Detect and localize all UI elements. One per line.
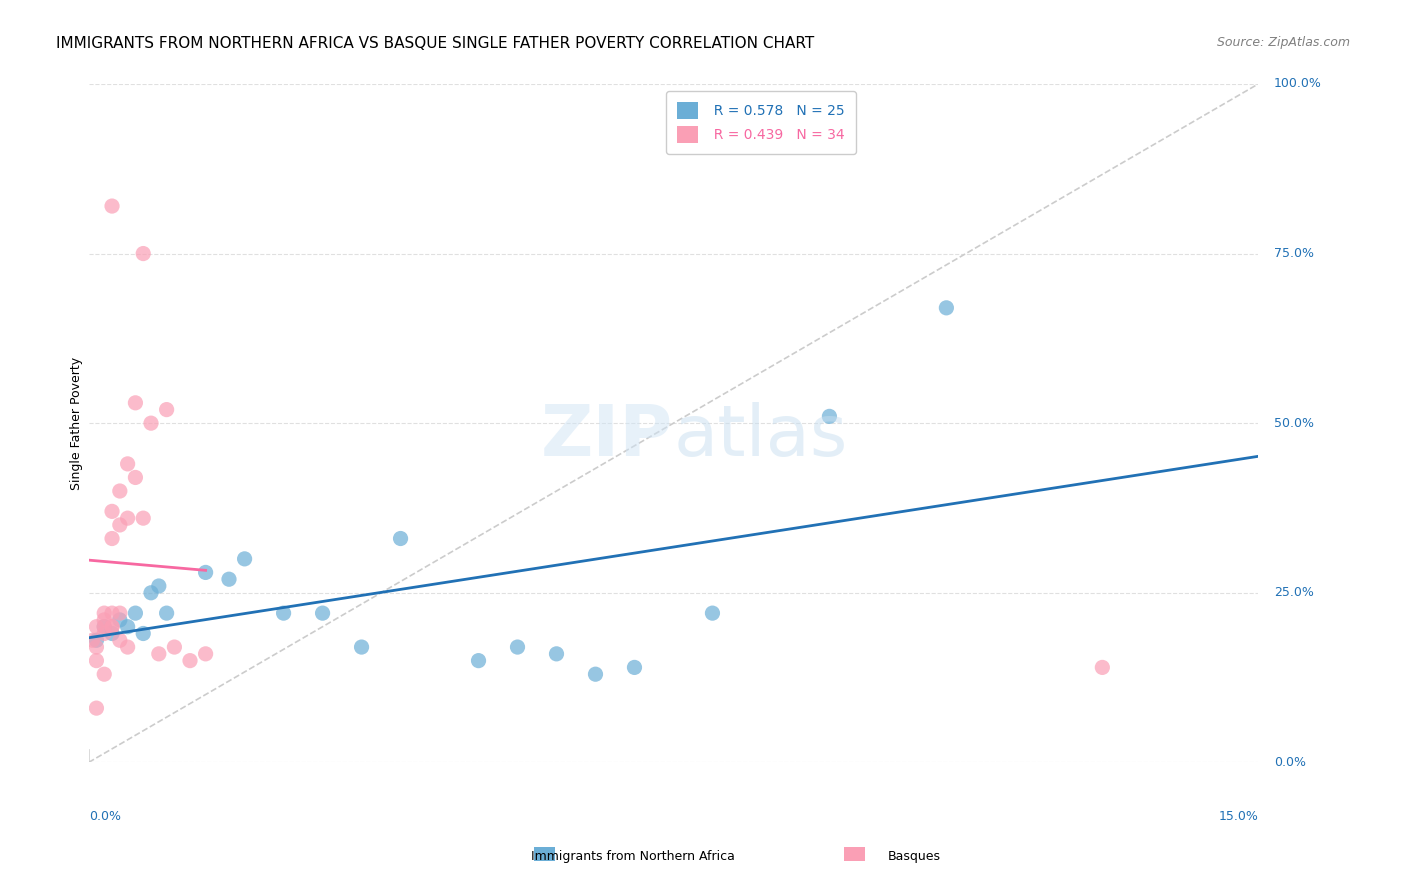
Text: 0.0%: 0.0% [89,810,121,823]
Point [585,667,607,681]
Point [273,606,295,620]
Point [117,620,139,634]
Text: 100.0%: 100.0% [1274,78,1322,90]
Text: atlas: atlas [673,402,848,471]
Point [93,620,115,634]
Point [101,606,124,620]
Point [124,396,146,410]
Point [108,613,131,627]
Text: Basques: Basques [887,850,941,863]
Text: ZIP: ZIP [541,402,673,471]
Point [101,199,124,213]
Point [124,606,146,620]
Point [233,552,256,566]
Point [132,246,155,260]
Point [93,620,115,634]
Text: 15.0%: 15.0% [1219,810,1258,823]
Point [117,640,139,654]
Point [163,640,186,654]
Point [623,660,645,674]
Point [139,586,162,600]
Point [117,511,139,525]
Point [93,613,115,627]
Point [139,416,162,430]
Point [156,402,179,417]
Point [93,626,115,640]
Point [117,457,139,471]
Point [506,640,529,654]
Point [218,572,240,586]
Point [86,640,108,654]
Point [148,579,170,593]
Text: 0.0%: 0.0% [1274,756,1306,769]
Text: 50.0%: 50.0% [1274,417,1313,430]
Point [101,620,124,634]
Point [194,566,217,580]
Point [124,470,146,484]
Point [86,620,108,634]
Point [818,409,841,424]
Legend:   R = 0.578   N = 25,   R = 0.439   N = 34: R = 0.578 N = 25, R = 0.439 N = 34 [666,91,856,154]
Text: IMMIGRANTS FROM NORTHERN AFRICA VS BASQUE SINGLE FATHER POVERTY CORRELATION CHAR: IMMIGRANTS FROM NORTHERN AFRICA VS BASQU… [56,36,814,51]
Text: 25.0%: 25.0% [1274,586,1313,599]
Point [101,620,124,634]
Point [389,532,412,546]
Text: 75.0%: 75.0% [1274,247,1313,260]
Point [350,640,373,654]
Point [311,606,333,620]
Text: Immigrants from Northern Africa: Immigrants from Northern Africa [530,850,735,863]
Point [156,606,179,620]
Point [93,667,115,681]
Point [467,654,489,668]
Text: Source: ZipAtlas.com: Source: ZipAtlas.com [1216,36,1350,49]
Point [179,654,201,668]
Point [108,483,131,498]
Point [108,633,131,648]
Point [546,647,568,661]
Point [101,626,124,640]
Point [108,517,131,532]
Point [1091,660,1114,674]
Point [702,606,724,620]
Point [82,633,104,648]
Point [194,647,217,661]
Point [86,633,108,648]
Point [132,511,155,525]
Point [108,606,131,620]
Point [148,647,170,661]
Point [101,504,124,518]
Point [86,701,108,715]
Point [935,301,957,315]
Point [132,626,155,640]
Point [101,532,124,546]
Text: Single Father Poverty: Single Father Poverty [70,357,83,490]
Point [93,606,115,620]
Point [86,654,108,668]
